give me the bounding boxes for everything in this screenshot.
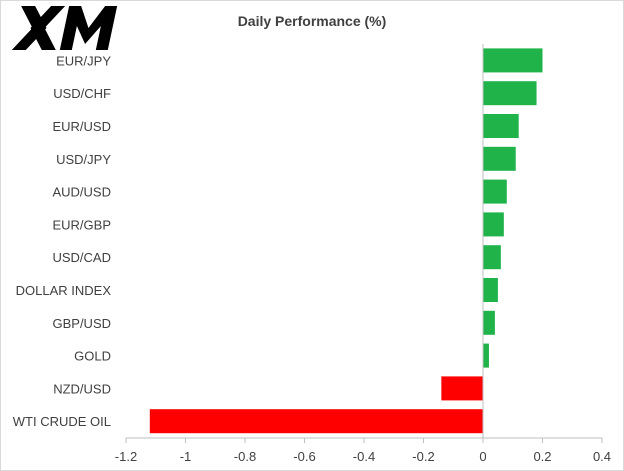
category-label: AUD/USD [52, 185, 111, 200]
bar-eur-jpy [483, 48, 543, 73]
bar-eur-usd [483, 114, 519, 138]
category-label: GBP/USD [52, 316, 111, 331]
bar-usd-cad [483, 245, 501, 270]
x-tick-label: -0.8 [234, 449, 256, 464]
category-label: USD/CHF [53, 86, 111, 101]
bar-gbp-usd [483, 310, 495, 335]
bar-group [149, 48, 543, 434]
xm-logo [11, 6, 118, 50]
bar-nzd-usd [441, 376, 483, 401]
category-label: USD/CAD [52, 250, 111, 265]
category-label: EUR/JPY [56, 53, 111, 68]
category-label: NZD/USD [53, 381, 111, 396]
bar-gold [483, 343, 489, 368]
category-label: WTI CRUDE OIL [13, 414, 111, 429]
category-label: EUR/USD [52, 119, 111, 134]
x-tick-label: -1.2 [115, 449, 137, 464]
category-label-group: EUR/JPY USD/CHF EUR/USD USD/JPY AUD/USD EUR/G… [13, 53, 112, 429]
category-label: EUR/GBP [52, 217, 111, 232]
bar-wti-crude-oil [149, 409, 484, 434]
bar-usd-jpy [483, 146, 516, 171]
bar-dollar-index [483, 278, 498, 302]
category-label: DOLLAR INDEX [16, 283, 112, 298]
x-axis: -1.2 -1 -0.8 -0.6 -0.4 -0.2 0 0.2 0.4 [115, 44, 611, 464]
category-label: GOLD [74, 349, 111, 364]
x-tick-label: -0.4 [353, 449, 375, 464]
x-tick-label: -0.6 [293, 449, 315, 464]
bar-eur-gbp [483, 212, 504, 237]
x-tick-label: -0.2 [412, 449, 434, 464]
category-label: USD/JPY [56, 152, 111, 167]
x-tick-label: 0.2 [533, 449, 551, 464]
chart-title: Daily Performance (%) [238, 13, 387, 29]
bar-aud-usd [483, 179, 507, 204]
bar-usd-chf [483, 81, 537, 106]
x-tick-label: 0.4 [593, 449, 611, 464]
x-tick-label: -1 [180, 449, 192, 464]
x-tick-label: 0 [479, 449, 486, 464]
